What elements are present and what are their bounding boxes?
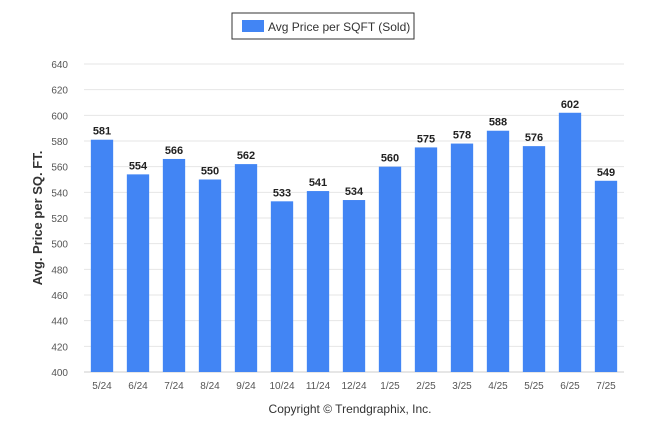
data-label: 578 (453, 130, 471, 142)
x-tick-label: 7/25 (596, 381, 616, 392)
data-label: 566 (165, 145, 183, 157)
data-label: 541 (309, 177, 327, 189)
x-tick-label: 7/24 (164, 381, 184, 392)
bar (90, 139, 114, 372)
y-tick-label: 580 (51, 137, 68, 148)
data-labels: 581 554 566 550 562 533 541 534 560 575 578 588 576 6… (93, 99, 615, 200)
x-tick-label: 6/24 (128, 381, 148, 392)
y-tick-label: 460 (51, 291, 68, 302)
bar (342, 200, 366, 372)
data-label: 560 (381, 153, 399, 165)
data-label: 602 (561, 99, 579, 111)
bar (558, 112, 582, 373)
bar (306, 191, 330, 372)
y-tick-label: 600 (51, 111, 68, 122)
y-tick-label: 520 (51, 214, 68, 225)
data-label: 562 (237, 150, 255, 162)
bar (594, 180, 618, 372)
y-tick-label: 440 (51, 317, 68, 328)
x-tick-label: 5/25 (524, 381, 544, 392)
y-tick-label: 400 (51, 368, 68, 379)
x-tick-label: 5/24 (92, 381, 112, 392)
x-tick-label: 3/25 (452, 381, 472, 392)
data-label: 581 (93, 126, 111, 138)
y-tick-label: 500 (51, 240, 68, 251)
bar (162, 158, 186, 372)
bar (126, 174, 150, 372)
y-axis-ticks: 400 420 440 460 480 500 520 540 560 580 600 620 640 (51, 60, 68, 379)
legend-swatch (242, 20, 264, 32)
x-tick-label: 9/24 (236, 381, 256, 392)
legend-label: Avg Price per SQFT (Sold) (268, 20, 410, 34)
x-tick-label: 2/25 (416, 381, 436, 392)
x-tick-label: 6/25 (560, 381, 580, 392)
y-tick-label: 560 (51, 163, 68, 174)
y-axis-label: Avg. Price per SQ. FT. (30, 151, 45, 286)
bar (270, 201, 294, 372)
bar (522, 146, 546, 372)
bar (486, 130, 510, 372)
data-label: 588 (489, 117, 507, 129)
y-tick-label: 620 (51, 86, 68, 97)
y-tick-label: 540 (51, 188, 68, 199)
bar (378, 166, 402, 372)
x-tick-label: 1/25 (380, 381, 400, 392)
bar (414, 147, 438, 372)
data-label: 534 (345, 186, 364, 198)
x-tick-label: 4/25 (488, 381, 508, 392)
data-label: 576 (525, 132, 543, 144)
y-tick-label: 480 (51, 265, 68, 276)
bar (234, 164, 258, 372)
x-tick-label: 12/24 (341, 381, 366, 392)
data-label: 549 (597, 167, 615, 179)
y-tick-label: 420 (51, 342, 68, 353)
data-label: 554 (129, 160, 148, 172)
bar (198, 179, 222, 372)
copyright-text: Copyright © Trendgraphix, Inc. (269, 402, 432, 416)
x-tick-label: 8/24 (200, 381, 220, 392)
data-label: 533 (273, 187, 291, 199)
legend: Avg Price per SQFT (Sold) (231, 12, 415, 40)
bars (90, 112, 618, 373)
x-tick-label: 10/24 (269, 381, 294, 392)
y-tick-label: 640 (51, 60, 68, 71)
data-label: 575 (417, 133, 435, 145)
x-axis-ticks: 5/24 6/24 7/24 8/24 9/24 10/24 11/24 12/24 1/25 2… (92, 381, 616, 392)
x-tick-label: 11/24 (306, 381, 331, 392)
data-label: 550 (201, 166, 219, 178)
bar (450, 143, 474, 372)
